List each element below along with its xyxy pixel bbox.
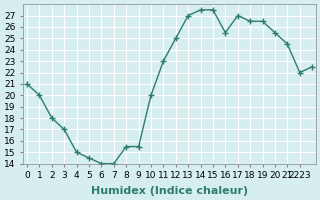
X-axis label: Humidex (Indice chaleur): Humidex (Indice chaleur): [91, 186, 248, 196]
